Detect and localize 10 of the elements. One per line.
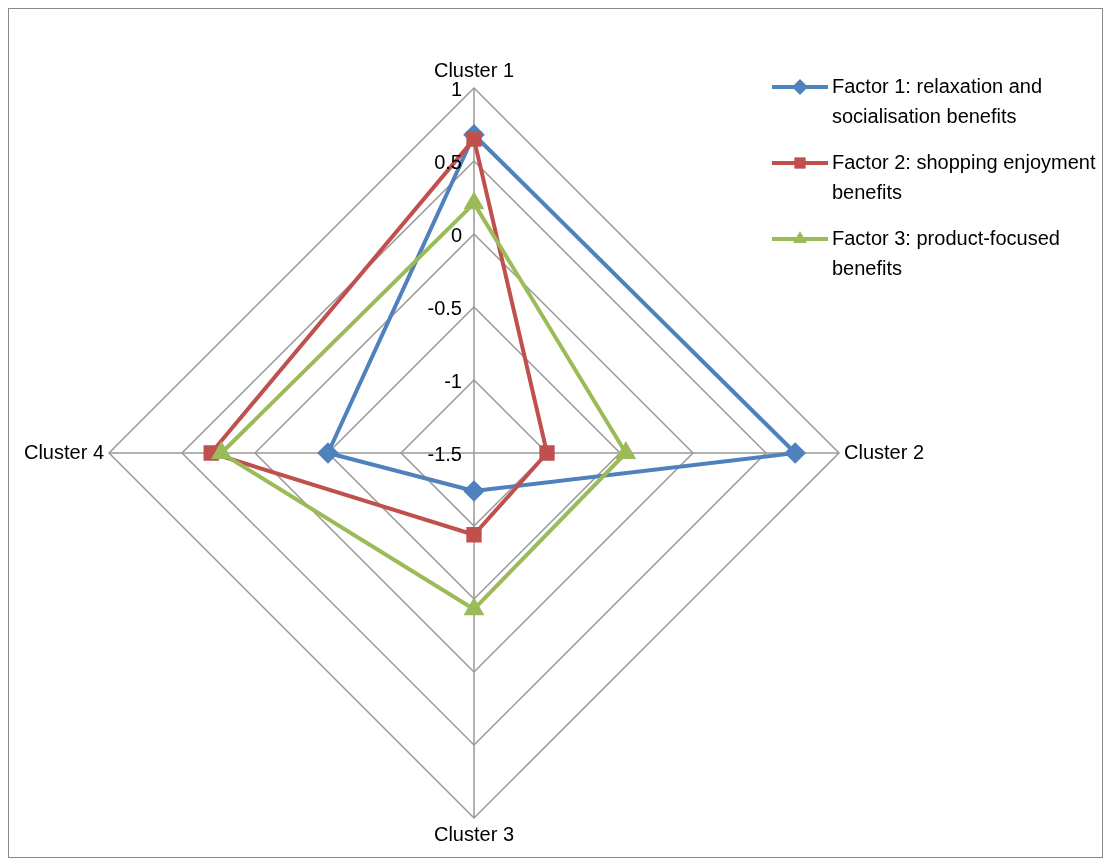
spoke-label: Cluster 2 (844, 440, 925, 463)
legend-label: Factor 2: shopping enjoyment benefits (832, 150, 1096, 203)
y-tick-label: -1.5 (427, 442, 462, 465)
y-tick-label: -0.5 (427, 296, 462, 319)
spoke-label: Cluster 4 (23, 440, 104, 463)
legend-label: Factor 1: relaxation and socialisation benefits (832, 74, 1043, 127)
y-tick-label: -1 (444, 369, 462, 392)
y-tick-label: 0 (450, 223, 462, 246)
legend-label: Factor 3: product-focused benefits (832, 226, 1060, 279)
spoke-label: Cluster 3 (433, 822, 515, 845)
